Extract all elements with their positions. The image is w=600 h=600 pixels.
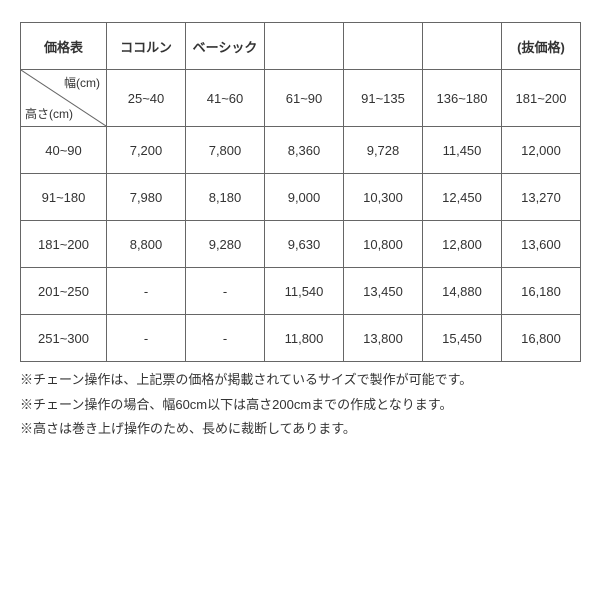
width-range: 25~40 bbox=[107, 70, 186, 127]
price-cell: 7,980 bbox=[107, 174, 186, 221]
header-brand-1: ココルン bbox=[107, 23, 186, 70]
price-cell: 11,450 bbox=[423, 127, 502, 174]
header-blank-3 bbox=[423, 23, 502, 70]
height-range: 40~90 bbox=[21, 127, 107, 174]
price-cell: - bbox=[186, 268, 265, 315]
price-cell: 13,270 bbox=[502, 174, 581, 221]
footnote-line: ※高さは巻き上げ操作のため、長めに裁断してあります。 bbox=[20, 417, 580, 442]
price-cell: 11,800 bbox=[265, 315, 344, 362]
height-range: 181~200 bbox=[21, 221, 107, 268]
table-row: 251~300 - - 11,800 13,800 15,450 16,800 bbox=[21, 315, 581, 362]
height-range: 251~300 bbox=[21, 315, 107, 362]
price-cell: - bbox=[186, 315, 265, 362]
header-title: 価格表 bbox=[21, 23, 107, 70]
price-cell: 13,600 bbox=[502, 221, 581, 268]
header-price-note: (抜価格) bbox=[502, 23, 581, 70]
price-cell: 8,360 bbox=[265, 127, 344, 174]
header-blank-2 bbox=[344, 23, 423, 70]
price-cell: 9,280 bbox=[186, 221, 265, 268]
footnote-line: ※チェーン操作の場合、幅60cm以下は高さ200cmまでの作成となります。 bbox=[20, 393, 580, 418]
price-cell: 15,450 bbox=[423, 315, 502, 362]
width-range: 181~200 bbox=[502, 70, 581, 127]
table-row: 201~250 - - 11,540 13,450 14,880 16,180 bbox=[21, 268, 581, 315]
price-cell: 13,450 bbox=[344, 268, 423, 315]
header-row: 価格表 ココルン ベーシック (抜価格) bbox=[21, 23, 581, 70]
price-table: 価格表 ココルン ベーシック (抜価格) 幅(cm) 高さ(cm) 25~40 bbox=[20, 22, 581, 362]
price-cell: 12,450 bbox=[423, 174, 502, 221]
price-cell: 9,000 bbox=[265, 174, 344, 221]
width-range-row: 幅(cm) 高さ(cm) 25~40 41~60 61~90 91~135 13… bbox=[21, 70, 581, 127]
height-range: 201~250 bbox=[21, 268, 107, 315]
price-cell: 10,800 bbox=[344, 221, 423, 268]
header-brand-2: ベーシック bbox=[186, 23, 265, 70]
height-range: 91~180 bbox=[21, 174, 107, 221]
price-cell: 8,180 bbox=[186, 174, 265, 221]
table-row: 91~180 7,980 8,180 9,000 10,300 12,450 1… bbox=[21, 174, 581, 221]
footnote-line: ※チェーン操作は、上記票の価格が掲載されているサイズで製作が可能です。 bbox=[20, 368, 580, 393]
axis-height-label: 高さ(cm) bbox=[25, 105, 73, 122]
price-cell: - bbox=[107, 268, 186, 315]
price-cell: - bbox=[107, 315, 186, 362]
price-cell: 16,800 bbox=[502, 315, 581, 362]
axis-width-label: 幅(cm) bbox=[64, 74, 100, 91]
price-cell: 9,630 bbox=[265, 221, 344, 268]
width-range: 136~180 bbox=[423, 70, 502, 127]
axis-diagonal-cell: 幅(cm) 高さ(cm) bbox=[21, 70, 107, 127]
price-cell: 13,800 bbox=[344, 315, 423, 362]
header-blank-1 bbox=[265, 23, 344, 70]
table-row: 40~90 7,200 7,800 8,360 9,728 11,450 12,… bbox=[21, 127, 581, 174]
price-cell: 16,180 bbox=[502, 268, 581, 315]
price-cell: 14,880 bbox=[423, 268, 502, 315]
footnotes: ※チェーン操作は、上記票の価格が掲載されているサイズで製作が可能です。 ※チェー… bbox=[20, 368, 580, 442]
price-cell: 12,000 bbox=[502, 127, 581, 174]
width-range: 41~60 bbox=[186, 70, 265, 127]
price-cell: 11,540 bbox=[265, 268, 344, 315]
price-cell: 10,300 bbox=[344, 174, 423, 221]
price-cell: 8,800 bbox=[107, 221, 186, 268]
price-cell: 7,200 bbox=[107, 127, 186, 174]
width-range: 61~90 bbox=[265, 70, 344, 127]
price-cell: 12,800 bbox=[423, 221, 502, 268]
price-cell: 7,800 bbox=[186, 127, 265, 174]
price-cell: 9,728 bbox=[344, 127, 423, 174]
table-row: 181~200 8,800 9,280 9,630 10,800 12,800 … bbox=[21, 221, 581, 268]
width-range: 91~135 bbox=[344, 70, 423, 127]
